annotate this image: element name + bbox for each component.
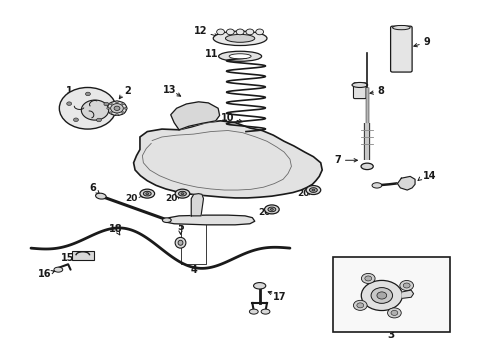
Text: 19: 19 (258, 136, 271, 145)
Bar (333, 257, 450, 332)
Ellipse shape (312, 189, 315, 191)
Ellipse shape (140, 189, 155, 198)
Text: 15: 15 (61, 253, 75, 263)
Ellipse shape (372, 183, 382, 188)
Text: 11: 11 (205, 49, 219, 59)
Text: 4: 4 (190, 265, 197, 275)
Text: 18: 18 (109, 225, 122, 234)
Text: 8: 8 (377, 86, 384, 96)
Circle shape (81, 100, 109, 120)
Ellipse shape (175, 237, 186, 248)
Circle shape (403, 283, 410, 288)
Ellipse shape (54, 267, 63, 272)
Circle shape (124, 107, 127, 109)
Circle shape (361, 280, 402, 311)
Circle shape (377, 292, 387, 299)
Circle shape (256, 29, 264, 35)
Ellipse shape (392, 26, 410, 30)
Ellipse shape (361, 163, 373, 170)
Text: 3: 3 (387, 330, 394, 340)
Polygon shape (191, 194, 203, 216)
Circle shape (114, 106, 120, 111)
Ellipse shape (225, 35, 255, 42)
Polygon shape (397, 176, 415, 190)
Ellipse shape (178, 191, 186, 196)
Ellipse shape (175, 189, 190, 198)
Circle shape (116, 114, 119, 116)
Polygon shape (72, 251, 94, 260)
Ellipse shape (181, 193, 184, 194)
Polygon shape (402, 290, 414, 298)
Text: 2: 2 (124, 86, 131, 96)
Polygon shape (134, 121, 322, 198)
Text: 20: 20 (125, 194, 138, 203)
Text: 6: 6 (89, 183, 96, 193)
Ellipse shape (96, 193, 106, 199)
Circle shape (116, 101, 119, 103)
Text: 17: 17 (273, 292, 287, 302)
Ellipse shape (265, 205, 279, 214)
Ellipse shape (213, 31, 267, 45)
Text: 12: 12 (194, 26, 208, 36)
Ellipse shape (219, 51, 262, 61)
Ellipse shape (261, 309, 270, 314)
Circle shape (362, 274, 375, 283)
Polygon shape (171, 102, 220, 130)
Text: 7: 7 (335, 155, 341, 165)
Circle shape (226, 29, 234, 35)
Circle shape (400, 280, 414, 291)
Circle shape (109, 103, 112, 105)
Text: 20: 20 (258, 208, 271, 217)
Circle shape (111, 104, 123, 113)
Circle shape (217, 29, 224, 35)
Circle shape (353, 300, 367, 310)
Circle shape (109, 112, 112, 114)
Ellipse shape (144, 191, 151, 196)
Circle shape (107, 101, 127, 116)
Circle shape (388, 308, 401, 318)
Ellipse shape (270, 208, 273, 210)
Text: 16: 16 (38, 269, 51, 279)
Circle shape (104, 102, 109, 106)
Circle shape (371, 288, 392, 303)
FancyBboxPatch shape (391, 26, 412, 72)
Ellipse shape (306, 185, 321, 194)
Circle shape (67, 102, 72, 105)
Circle shape (122, 112, 124, 114)
Circle shape (391, 310, 398, 315)
Text: 1: 1 (66, 86, 73, 96)
Text: 14: 14 (423, 171, 437, 181)
Circle shape (246, 29, 254, 35)
Text: 5: 5 (177, 222, 184, 232)
Ellipse shape (253, 283, 266, 289)
Text: 20: 20 (297, 189, 310, 198)
Text: 9: 9 (423, 37, 430, 47)
Circle shape (97, 118, 101, 122)
Circle shape (122, 103, 124, 105)
Circle shape (107, 107, 110, 109)
Ellipse shape (249, 309, 258, 314)
Circle shape (236, 29, 244, 35)
Ellipse shape (268, 207, 276, 212)
Text: 13: 13 (163, 85, 176, 95)
Polygon shape (166, 215, 255, 225)
Ellipse shape (310, 188, 318, 192)
Circle shape (85, 92, 90, 96)
Text: 10: 10 (221, 113, 235, 123)
Ellipse shape (352, 82, 368, 87)
Ellipse shape (146, 193, 149, 194)
Ellipse shape (229, 54, 251, 59)
Circle shape (365, 276, 371, 281)
Circle shape (357, 303, 364, 308)
FancyBboxPatch shape (353, 83, 366, 99)
Ellipse shape (178, 240, 183, 245)
Ellipse shape (162, 218, 171, 222)
Text: 20: 20 (166, 194, 178, 203)
Circle shape (59, 87, 116, 129)
Circle shape (74, 118, 78, 122)
